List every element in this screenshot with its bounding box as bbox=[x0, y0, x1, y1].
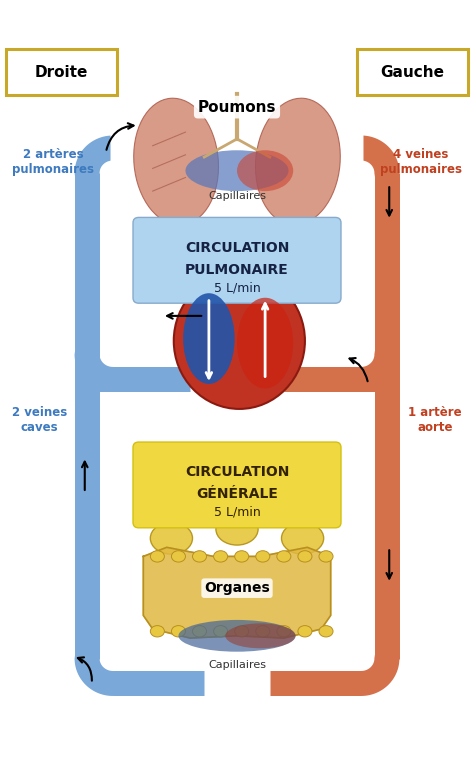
Ellipse shape bbox=[174, 273, 305, 409]
Text: Poumons: Poumons bbox=[198, 99, 276, 115]
Ellipse shape bbox=[255, 98, 340, 225]
Text: 2 artères
pulmonaires: 2 artères pulmonaires bbox=[12, 148, 94, 176]
Text: CIRCULATION: CIRCULATION bbox=[185, 241, 289, 255]
Text: CIRCULATION: CIRCULATION bbox=[185, 465, 289, 479]
Text: Droite: Droite bbox=[35, 64, 88, 80]
Text: 5 L/min: 5 L/min bbox=[214, 281, 260, 294]
Ellipse shape bbox=[277, 625, 291, 637]
Ellipse shape bbox=[214, 551, 228, 562]
Ellipse shape bbox=[214, 625, 228, 637]
Ellipse shape bbox=[134, 98, 219, 225]
Ellipse shape bbox=[319, 551, 333, 562]
FancyBboxPatch shape bbox=[133, 218, 341, 303]
Ellipse shape bbox=[225, 623, 296, 648]
Text: 4 veines
pulmonaires: 4 veines pulmonaires bbox=[380, 148, 462, 176]
Text: 2 veines
caves: 2 veines caves bbox=[12, 406, 67, 434]
Text: Gauche: Gauche bbox=[381, 64, 445, 80]
Text: 5 L/min: 5 L/min bbox=[214, 505, 260, 518]
Ellipse shape bbox=[172, 551, 185, 562]
FancyBboxPatch shape bbox=[357, 49, 468, 95]
Text: Capillaires: Capillaires bbox=[208, 190, 266, 200]
Ellipse shape bbox=[298, 625, 312, 637]
Ellipse shape bbox=[319, 625, 333, 637]
Ellipse shape bbox=[183, 293, 235, 384]
Ellipse shape bbox=[298, 551, 312, 562]
Ellipse shape bbox=[235, 625, 249, 637]
Ellipse shape bbox=[192, 551, 207, 562]
FancyBboxPatch shape bbox=[133, 442, 341, 528]
Text: 1 artère
aorte: 1 artère aorte bbox=[408, 406, 462, 434]
FancyBboxPatch shape bbox=[6, 49, 117, 95]
Text: GÉNÉRALE: GÉNÉRALE bbox=[196, 486, 278, 501]
Ellipse shape bbox=[256, 625, 270, 637]
Text: Organes: Organes bbox=[204, 581, 270, 595]
Ellipse shape bbox=[150, 522, 192, 554]
Text: PULMONAIRE: PULMONAIRE bbox=[185, 263, 289, 277]
Ellipse shape bbox=[277, 551, 291, 562]
FancyBboxPatch shape bbox=[120, 507, 354, 652]
Ellipse shape bbox=[282, 522, 324, 554]
Ellipse shape bbox=[178, 620, 296, 652]
Ellipse shape bbox=[237, 298, 293, 388]
Ellipse shape bbox=[150, 625, 164, 637]
Ellipse shape bbox=[172, 625, 185, 637]
Ellipse shape bbox=[256, 551, 270, 562]
Ellipse shape bbox=[150, 551, 164, 562]
Ellipse shape bbox=[235, 551, 249, 562]
Ellipse shape bbox=[216, 514, 258, 545]
Ellipse shape bbox=[237, 150, 293, 191]
Polygon shape bbox=[143, 547, 331, 638]
Ellipse shape bbox=[185, 150, 289, 191]
Ellipse shape bbox=[192, 625, 207, 637]
Text: Capillaires: Capillaires bbox=[208, 660, 266, 671]
FancyBboxPatch shape bbox=[110, 71, 364, 248]
